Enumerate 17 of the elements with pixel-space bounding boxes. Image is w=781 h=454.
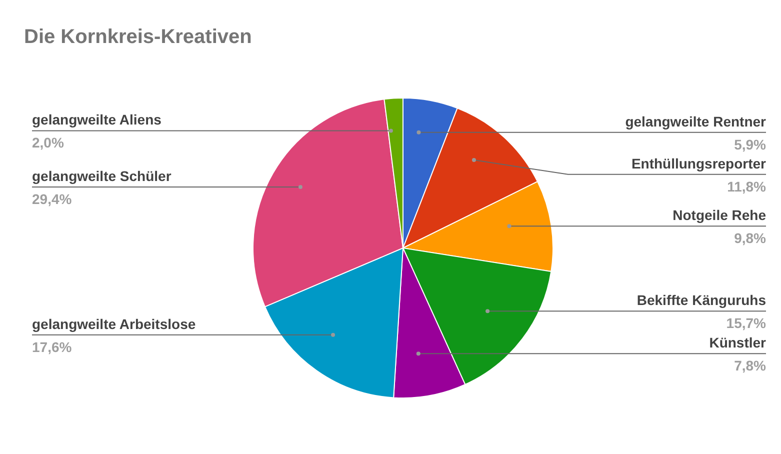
data-label: 17,6% [32, 338, 72, 355]
slice-label: Enthüllungsreporter [631, 155, 767, 172]
slice-label: Notgeile Rehe [672, 207, 766, 224]
data-label: 9,8% [734, 230, 767, 246]
chart-title: Die Kornkreis-Kreativen [24, 26, 252, 49]
data-label: 7,8% [734, 358, 767, 374]
slice-label: gelangweilte Arbeitslose [32, 316, 196, 332]
data-label: 15,7% [726, 315, 767, 332]
slice-label: gelangweilte Rentner [625, 113, 767, 130]
data-label: 11,8% [727, 178, 767, 194]
slice-label: Künstler [709, 334, 767, 351]
data-label: 5,9% [734, 136, 767, 152]
slice-label: Bekiffte Känguruhs [636, 292, 766, 308]
data-label: 29,4% [32, 190, 72, 207]
data-label: 2,0% [32, 134, 64, 151]
slice-label: gelangweilte Aliens [32, 112, 162, 128]
slice-label: gelangweilte Schüler [32, 168, 172, 184]
